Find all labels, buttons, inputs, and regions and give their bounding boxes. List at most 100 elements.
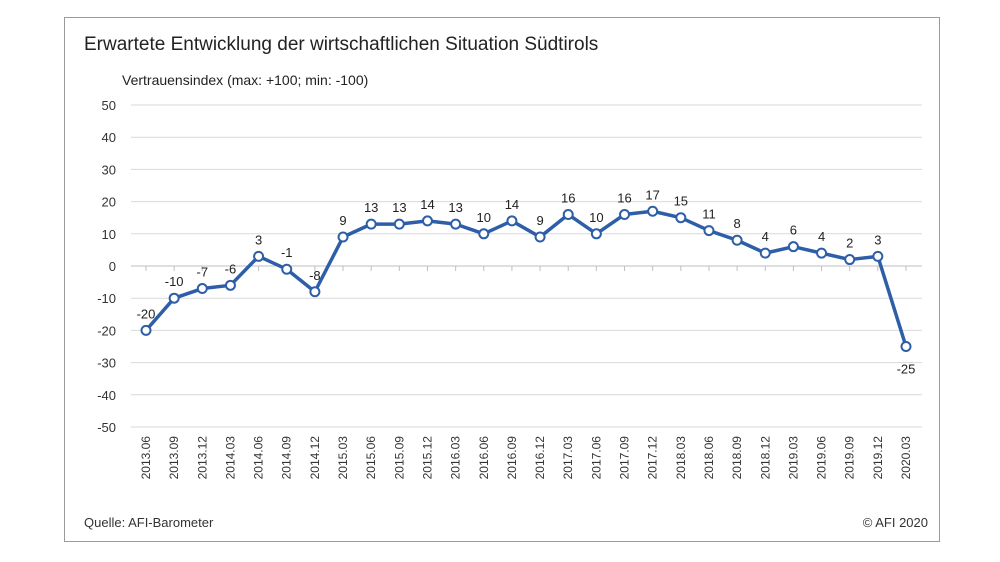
series-line-path [144,209,908,348]
data-point [703,225,715,237]
data-point [816,247,828,259]
data-point [253,250,265,262]
x-tick-label: 2018.12 [758,436,772,480]
gridlines [131,104,922,428]
x-tick-label: 2016.03 [449,436,463,480]
y-tick-label: -20 [97,323,116,338]
x-tick-label: 2015.06 [364,436,378,480]
y-tick-label: -50 [97,420,116,435]
data-point [590,228,602,240]
x-tick-label: 2015.12 [420,436,434,480]
x-tick-label: 2018.06 [702,436,716,480]
data-label: 16 [561,190,575,205]
data-label: 3 [874,232,881,247]
data-label: 17 [645,187,659,202]
source-note: Quelle: AFI-Barometer [84,515,214,530]
chart-title: Erwartete Entwicklung der wirtschaftlich… [84,34,599,55]
data-point [844,254,856,266]
x-tick-label: 2017.03 [561,436,575,480]
y-tick-label: 30 [102,162,116,177]
copyright-note: © AFI 2020 [862,515,928,530]
data-label: -1 [281,245,293,260]
x-tick-label: 2017.09 [618,436,632,480]
data-point [562,208,574,220]
data-point [450,218,462,230]
data-point [365,218,377,230]
x-tick-label: 2016.09 [505,436,519,480]
x-tick-label: 2020.03 [899,436,913,480]
x-tick-label: 2019.03 [786,436,800,480]
series-line [144,209,908,348]
data-label: -8 [309,268,321,283]
data-points [140,205,912,352]
data-point [900,341,912,352]
data-label: 2 [846,236,853,251]
x-tick-label: 2013.06 [139,436,153,480]
x-tick-label: 2014.06 [252,436,266,480]
data-label: 9 [339,213,346,228]
data-labels: -20 -10 -7 -6 3 -1 -8 9 13 13 14 13 10 14 9 16 10 16 17 15 1… [137,187,916,376]
x-tick-label: 2016.06 [477,436,491,480]
x-tick-label: 2019.12 [871,436,885,480]
x-tick-label: 2019.09 [843,436,857,480]
data-point [224,279,236,291]
data-point [731,234,743,246]
data-point [872,250,884,262]
data-label: 3 [255,232,262,247]
x-tick-label: 2019.06 [815,436,829,480]
y-tick-labels: 50 40 30 20 10 0 -10 -20 -30 -40 -50 [97,98,116,435]
data-point [787,241,799,253]
data-point [140,324,152,336]
data-label: 13 [364,200,378,215]
data-point [281,263,293,275]
x-tick-label: 2017.12 [646,436,660,480]
data-point [675,212,687,224]
data-label: 6 [790,223,797,238]
y-tick-label: 0 [109,259,116,274]
data-point [619,208,631,220]
x-tick-labels: 2013.06 2013.09 2013.12 2014.03 2014.06 2014.… [139,436,913,480]
y-axis-label: Vertrauensindex (max: +100; min: -100) [122,72,369,88]
x-tick-label: 2016.12 [533,436,547,480]
y-tick-label: 50 [102,98,116,113]
x-tick-label: 2013.09 [167,436,181,480]
y-tick-label: -10 [97,291,116,306]
data-label: 4 [762,229,769,244]
data-label: 13 [392,200,406,215]
data-label: 16 [617,190,631,205]
data-point [759,247,771,259]
data-point [534,231,546,243]
y-tick-label: 10 [102,227,116,242]
data-label: 10 [589,210,603,225]
y-tick-label: -40 [97,388,116,403]
data-label: 13 [448,200,462,215]
data-point [393,218,405,230]
data-label: -6 [225,261,237,276]
data-point [421,215,433,227]
x-tick-label: 2014.03 [223,436,237,480]
data-label: 8 [733,216,740,231]
data-point [337,231,349,243]
data-point [647,205,659,217]
x-tick-label: 2018.03 [674,436,688,480]
data-label: 10 [477,210,491,225]
data-label: 15 [674,194,688,209]
data-label: 11 [702,207,716,222]
data-label: 14 [420,197,434,212]
data-label: 9 [536,213,543,228]
data-label: -10 [165,274,184,289]
x-tick-label: 2014.12 [308,436,322,480]
x-tick-label: 2014.09 [280,436,294,480]
data-label: -25 [897,362,916,377]
x-tick-label: 2013.12 [195,436,209,480]
y-tick-label: 40 [102,130,116,145]
x-tick-label: 2015.03 [336,436,350,480]
x-tick-label: 2015.09 [392,436,406,480]
y-tick-label: -30 [97,356,116,371]
x-tick-label: 2017.06 [589,436,603,480]
data-label: -20 [137,306,156,321]
data-point [309,286,321,298]
data-label: 4 [818,229,825,244]
data-label: -7 [197,265,209,280]
